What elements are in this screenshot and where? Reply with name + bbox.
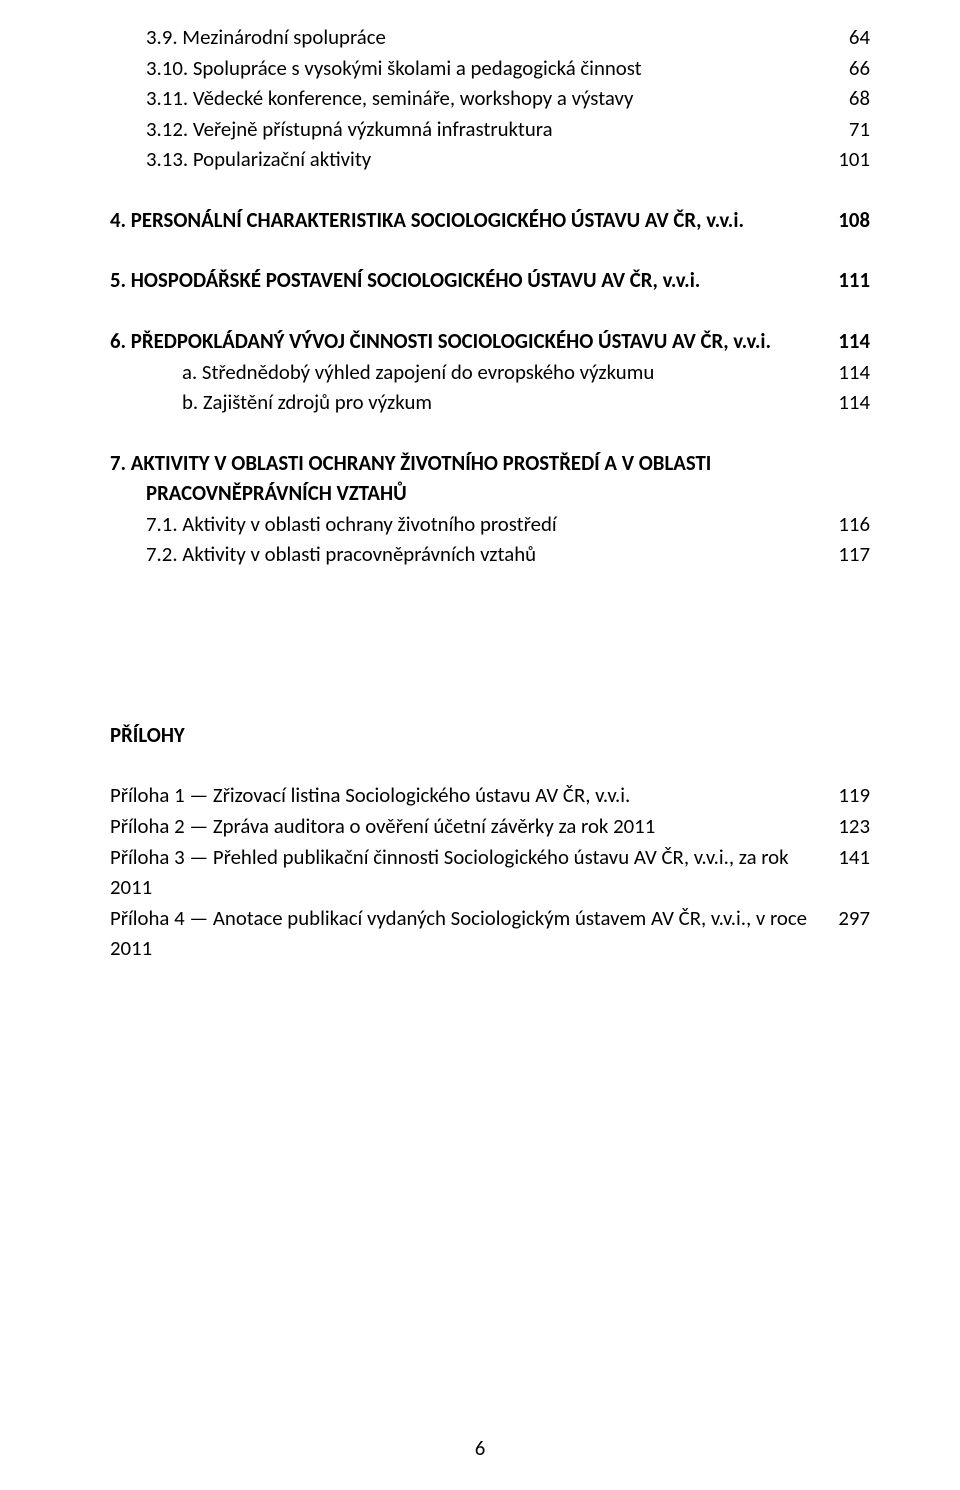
toc-label: 7.2. Aktivity v oblasti pracovněprávních…	[110, 539, 830, 570]
toc-label: b. Zajištění zdrojů pro výzkum	[110, 387, 830, 418]
toc-page-number: 116	[830, 509, 870, 540]
toc-label: 3.9. Mezinárodní spolupráce	[110, 22, 830, 53]
toc-page-number: 119	[830, 780, 870, 811]
toc-entry: 7.1. Aktivity v oblasti ochrany životníh…	[110, 509, 870, 540]
toc-label: a. Střednědobý výhled zapojení do evrops…	[110, 357, 830, 388]
toc-label: Příloha 4 — Anotace publikací vydaných S…	[110, 903, 830, 964]
toc-entry: 3.13. Popularizační aktivity 101	[110, 144, 870, 175]
toc-appendix: Příloha 1 — Zřizovací listina Sociologic…	[110, 780, 870, 811]
toc-label: 7.1. Aktivity v oblasti ochrany životníh…	[110, 509, 830, 540]
toc-page-number: 108	[830, 205, 870, 236]
toc-page-number: 101	[830, 144, 870, 175]
page-footer-number: 6	[0, 1433, 960, 1464]
toc-page-number: 117	[830, 539, 870, 570]
toc-section-5: 5. HOSPODÁŘSKÉ POSTAVENÍ SOCIOLOGICKÉHO …	[110, 265, 870, 296]
toc-label: 3.11. Vědecké konference, semináře, work…	[110, 83, 830, 114]
toc-page-number: 297	[830, 903, 870, 934]
toc-page-number: 114	[830, 326, 870, 357]
toc-label: 3.13. Popularizační aktivity	[110, 144, 830, 175]
toc-section-7-line2: PRACOVNĚPRÁVNÍCH VZTAHŮ	[110, 478, 870, 509]
toc-page-number: 111	[830, 265, 870, 296]
spacer	[110, 235, 870, 265]
toc-page-number: 68	[830, 83, 870, 114]
toc-entry: 3.9. Mezinárodní spolupráce 64	[110, 22, 870, 53]
toc-appendix: Příloha 4 — Anotace publikací vydaných S…	[110, 903, 870, 964]
toc-page-number: 64	[830, 22, 870, 53]
toc-section-6: 6. PŘEDPOKLÁDANÝ VÝVOJ ČINNOSTI SOCIOLOG…	[110, 326, 870, 357]
spacer	[110, 750, 870, 780]
toc-label: 4. PERSONÁLNÍ CHARAKTERISTIKA SOCIOLOGIC…	[110, 205, 830, 236]
toc-entry: b. Zajištění zdrojů pro výzkum 114	[110, 387, 870, 418]
toc-entry: 3.11. Vědecké konference, semináře, work…	[110, 83, 870, 114]
prilohy-heading: PŘÍLOHY	[110, 720, 870, 751]
toc-section-7-line1: 7. AKTIVITY V OBLASTI OCHRANY ŽIVOTNÍHO …	[110, 448, 870, 479]
toc-appendix: Příloha 3 — Přehled publikační činnosti …	[110, 842, 870, 903]
toc-page-number: 66	[830, 53, 870, 84]
toc-page-number: 141	[830, 842, 870, 873]
toc-page-number: 114	[830, 387, 870, 418]
spacer	[110, 418, 870, 448]
toc-label: 6. PŘEDPOKLÁDANÝ VÝVOJ ČINNOSTI SOCIOLOG…	[110, 326, 830, 357]
toc-entry: 3.10. Spolupráce s vysokými školami a pe…	[110, 53, 870, 84]
toc-section-4: 4. PERSONÁLNÍ CHARAKTERISTIKA SOCIOLOGIC…	[110, 205, 870, 236]
toc-label: 3.10. Spolupráce s vysokými školami a pe…	[110, 53, 830, 84]
spacer	[110, 296, 870, 326]
toc-label: Příloha 1 — Zřizovací listina Sociologic…	[110, 780, 830, 811]
toc-appendix: Příloha 2 — Zpráva auditora o ověření úč…	[110, 811, 870, 842]
toc-label: Příloha 2 — Zpráva auditora o ověření úč…	[110, 811, 830, 842]
toc-entry: 7.2. Aktivity v oblasti pracovněprávních…	[110, 539, 870, 570]
toc-entry: 3.12. Veřejně přístupná výzkumná infrast…	[110, 114, 870, 145]
toc-label: Příloha 3 — Přehled publikační činnosti …	[110, 842, 830, 903]
toc-page-number: 123	[830, 811, 870, 842]
document-page: 3.9. Mezinárodní spolupráce 64 3.10. Spo…	[0, 0, 960, 1490]
spacer	[110, 175, 870, 205]
toc-label: 3.12. Veřejně přístupná výzkumná infrast…	[110, 114, 830, 145]
toc-label: 5. HOSPODÁŘSKÉ POSTAVENÍ SOCIOLOGICKÉHO …	[110, 265, 830, 296]
spacer	[110, 570, 870, 720]
toc-entry: a. Střednědobý výhled zapojení do evrops…	[110, 357, 870, 388]
toc-page-number: 114	[830, 357, 870, 388]
toc-page-number: 71	[830, 114, 870, 145]
